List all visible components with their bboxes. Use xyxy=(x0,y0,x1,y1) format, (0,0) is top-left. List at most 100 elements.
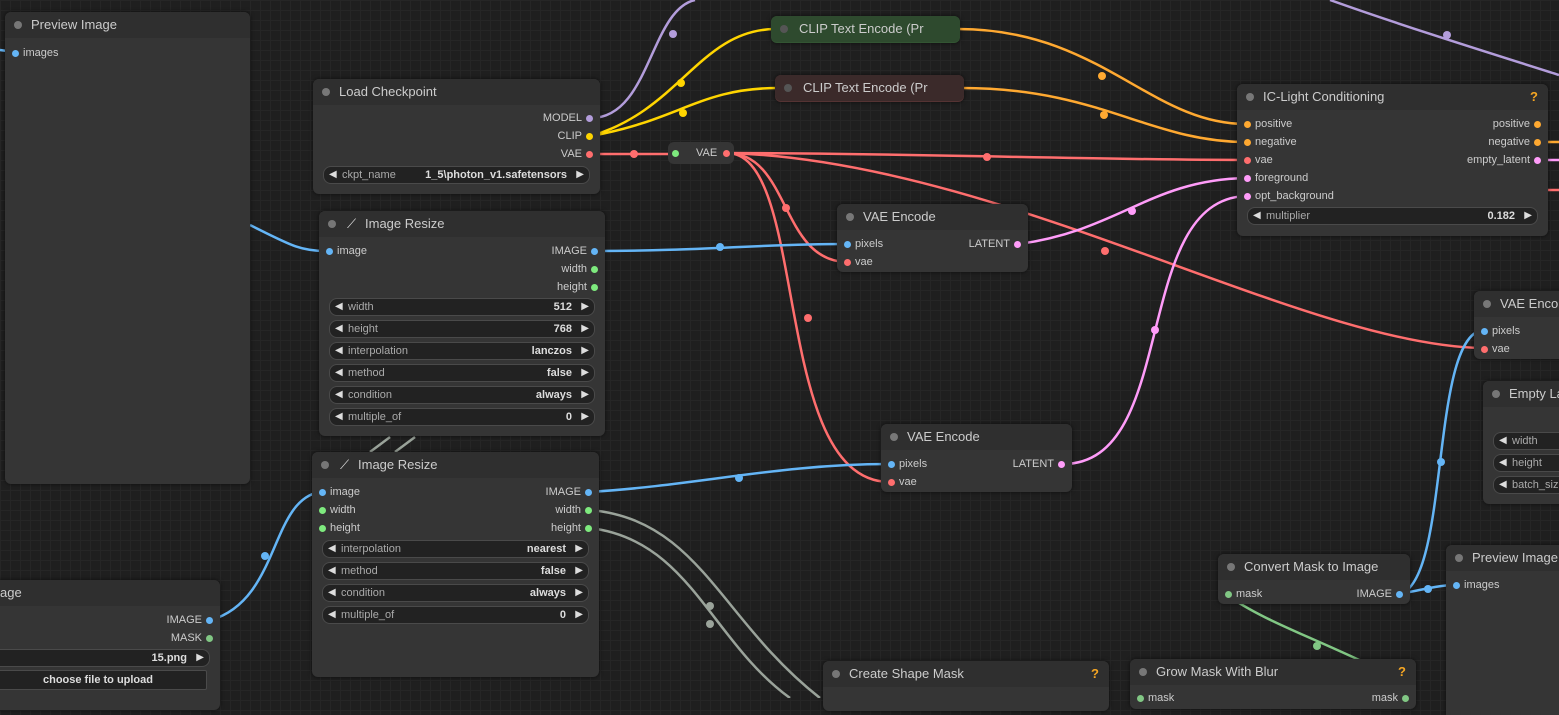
input-port-icon[interactable] xyxy=(1453,582,1460,589)
decrement-arrow-icon[interactable]: ◀ xyxy=(1499,457,1507,468)
increment-arrow-icon[interactable]: ▶ xyxy=(581,367,589,378)
vae-encode-node-3[interactable]: VAE Enco pixels vae xyxy=(1474,291,1559,359)
slot-latent[interactable]: LATENT xyxy=(1013,456,1065,472)
node-header[interactable]: Preview Image xyxy=(5,12,250,38)
decrement-arrow-icon[interactable]: ◀ xyxy=(328,565,336,576)
input-port-icon[interactable] xyxy=(888,479,895,486)
increment-arrow-icon[interactable]: ▶ xyxy=(581,345,589,356)
node-header[interactable]: age xyxy=(0,580,220,606)
slot-image-in[interactable]: image xyxy=(326,243,367,259)
input-port-icon[interactable] xyxy=(1244,157,1251,164)
increment-arrow-icon[interactable]: ▶ xyxy=(576,169,584,180)
height-widget[interactable]: ◀ height xyxy=(1493,454,1559,472)
collapse-dot-icon[interactable] xyxy=(1227,563,1235,571)
node-header[interactable]: Convert Mask to Image xyxy=(1218,554,1410,580)
slot-foreground-in[interactable]: foreground xyxy=(1244,170,1308,186)
input-port-icon[interactable] xyxy=(888,461,895,468)
ic-light-conditioning-node[interactable]: IC-Light Conditioning? positive negative… xyxy=(1237,84,1548,236)
output-port-icon[interactable] xyxy=(1534,139,1541,146)
output-port-icon[interactable] xyxy=(585,525,592,532)
decrement-arrow-icon[interactable]: ◀ xyxy=(335,411,343,422)
preview-image-node-right[interactable]: Preview Image images xyxy=(1446,545,1559,715)
decrement-arrow-icon[interactable]: ◀ xyxy=(335,389,343,400)
decrement-arrow-icon[interactable]: ◀ xyxy=(328,609,336,620)
increment-arrow-icon[interactable]: ▶ xyxy=(196,652,204,663)
image-resize-node-2[interactable]: ⟋ Image Resize image width height IMAGE w… xyxy=(312,452,599,677)
slot-clip[interactable]: CLIP xyxy=(558,128,593,144)
slot-mask-out[interactable]: mask xyxy=(1372,690,1409,706)
collapse-dot-icon[interactable] xyxy=(1246,93,1254,101)
slot-positive-out[interactable]: positive xyxy=(1493,116,1541,132)
output-port-icon[interactable] xyxy=(1534,157,1541,164)
slot-empty-latent-out[interactable]: empty_latent xyxy=(1467,152,1541,168)
input-port-icon[interactable] xyxy=(319,489,326,496)
increment-arrow-icon[interactable]: ▶ xyxy=(575,543,583,554)
output-port-icon[interactable] xyxy=(585,507,592,514)
decrement-arrow-icon[interactable]: ◀ xyxy=(1499,435,1507,446)
interpolation-widget[interactable]: ◀ interpolation nearest ▶ xyxy=(322,540,589,558)
height-widget[interactable]: ◀ height 768 ▶ xyxy=(329,320,595,338)
output-port-icon[interactable] xyxy=(591,248,598,255)
collapse-dot-icon[interactable] xyxy=(784,84,792,92)
multiple-of-widget[interactable]: ◀ multiple_of 0 ▶ xyxy=(329,408,595,426)
slot-vae[interactable]: vae xyxy=(888,474,917,490)
node-header[interactable]: VAE Encode xyxy=(837,204,1028,230)
collapse-dot-icon[interactable] xyxy=(14,21,22,29)
load-image-node[interactable]: age IMAGE MASK 15.png ▶ choose file to up… xyxy=(0,580,220,710)
multiple-of-widget[interactable]: ◀ multiple_of 0 ▶ xyxy=(322,606,589,624)
slot-model[interactable]: MODEL xyxy=(543,110,593,126)
help-icon[interactable]: ? xyxy=(1091,666,1099,681)
increment-arrow-icon[interactable]: ▶ xyxy=(581,323,589,334)
node-header[interactable]: IC-Light Conditioning? xyxy=(1237,84,1548,110)
node-header[interactable]: VAE Encode xyxy=(881,424,1072,450)
input-port-icon[interactable] xyxy=(12,50,19,57)
output-port-icon[interactable] xyxy=(586,151,593,158)
input-port-icon[interactable] xyxy=(844,241,851,248)
increment-arrow-icon[interactable]: ▶ xyxy=(581,411,589,422)
collapse-dot-icon[interactable] xyxy=(1483,300,1491,308)
output-port-icon[interactable] xyxy=(1014,241,1021,248)
slot-negative-in[interactable]: negative xyxy=(1244,134,1297,150)
collapse-dot-icon[interactable] xyxy=(890,433,898,441)
grow-mask-with-blur-node[interactable]: Grow Mask With Blur? mask mask xyxy=(1130,659,1416,709)
decrement-arrow-icon[interactable]: ◀ xyxy=(1499,479,1507,490)
increment-arrow-icon[interactable]: ▶ xyxy=(575,609,583,620)
collapse-dot-icon[interactable] xyxy=(780,25,788,33)
slot-negative-out[interactable]: negative xyxy=(1488,134,1541,150)
image-resize-node-1[interactable]: ⟋ Image Resize image IMAGE width height ◀… xyxy=(319,211,605,436)
slot-images[interactable]: images xyxy=(12,45,58,61)
vae-encode-node-2[interactable]: VAE Encode pixels vae LATENT xyxy=(881,424,1072,492)
collapse-dot-icon[interactable] xyxy=(1139,668,1147,676)
collapse-dot-icon[interactable] xyxy=(832,670,840,678)
input-port-icon[interactable] xyxy=(319,525,326,532)
output-port-icon[interactable] xyxy=(1058,461,1065,468)
ckpt-name-combo[interactable]: ◀ ckpt_name 1_5\photon_v1.safetensors ▶ xyxy=(323,166,590,184)
slot-mask-in[interactable]: mask xyxy=(1137,690,1174,706)
slot-width-out[interactable]: width xyxy=(561,261,598,277)
output-port-icon[interactable] xyxy=(585,489,592,496)
node-header[interactable]: ⟋ Image Resize xyxy=(319,211,605,237)
slot-latent[interactable]: LATENT xyxy=(969,236,1021,252)
width-widget[interactable]: ◀ width xyxy=(1493,432,1559,450)
slot-pixels[interactable]: pixels xyxy=(888,456,927,472)
collapse-dot-icon[interactable] xyxy=(1455,554,1463,562)
collapse-dot-icon[interactable] xyxy=(328,220,336,228)
collapse-dot-icon[interactable] xyxy=(1492,390,1500,398)
node-header[interactable]: CLIP Text Encode (Pr xyxy=(775,75,964,101)
node-header[interactable]: Empty La xyxy=(1483,381,1559,407)
vae-reroute-node[interactable]: VAE xyxy=(668,142,734,164)
condition-widget[interactable]: ◀ condition always ▶ xyxy=(322,584,589,602)
decrement-arrow-icon[interactable]: ◀ xyxy=(328,543,336,554)
slot-opt-background-in[interactable]: opt_background xyxy=(1244,188,1334,204)
output-port-icon[interactable] xyxy=(586,115,593,122)
node-header[interactable]: CLIP Text Encode (Pr xyxy=(771,16,960,42)
increment-arrow-icon[interactable]: ▶ xyxy=(581,389,589,400)
slot-vae[interactable]: vae xyxy=(1481,341,1510,357)
collapse-dot-icon[interactable] xyxy=(322,88,330,96)
slot-image-out[interactable]: IMAGE xyxy=(167,612,213,628)
method-widget[interactable]: ◀ method false ▶ xyxy=(322,562,589,580)
slot-image-in[interactable]: image xyxy=(319,484,360,500)
width-widget[interactable]: ◀ width 512 ▶ xyxy=(329,298,595,316)
slot-width-in[interactable]: width xyxy=(319,502,356,518)
output-port-icon[interactable] xyxy=(1396,591,1403,598)
